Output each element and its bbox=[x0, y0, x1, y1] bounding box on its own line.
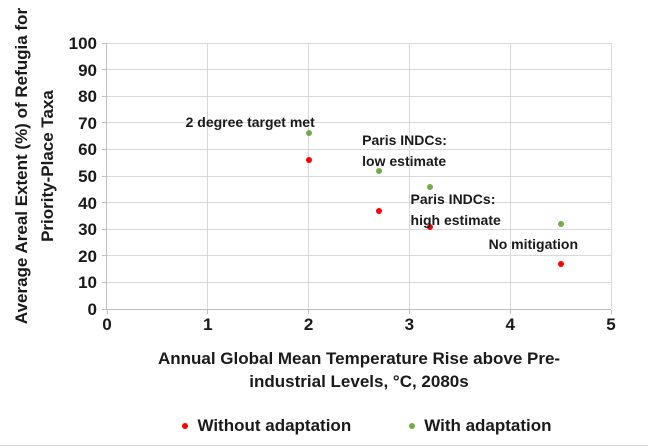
y-axis-tick bbox=[102, 95, 106, 97]
y-axis-tick bbox=[102, 308, 106, 310]
y-axis-tick bbox=[102, 69, 106, 71]
horizontal-gridline bbox=[107, 228, 611, 230]
vertical-gridline bbox=[207, 43, 209, 309]
y-tick-label: 0 bbox=[87, 300, 97, 319]
y-tick-label: 70 bbox=[78, 113, 97, 133]
x-tick-label: 0 bbox=[102, 315, 112, 334]
annotation-label: 2 degree target met bbox=[185, 114, 315, 131]
horizontal-gridline bbox=[107, 175, 611, 177]
vertical-gridline bbox=[610, 43, 612, 309]
y-tick-label: 40 bbox=[78, 193, 97, 213]
vertical-gridline bbox=[408, 43, 410, 309]
horizontal-gridline bbox=[107, 42, 611, 44]
x-axis-tick bbox=[408, 310, 410, 314]
x-tick-label: 2 bbox=[303, 315, 314, 334]
data-point-without-adaptation bbox=[557, 260, 564, 267]
red-dot-icon bbox=[182, 423, 189, 429]
x-tick-label: 4 bbox=[505, 315, 515, 334]
x-tick-label: 1 bbox=[203, 315, 213, 334]
y-axis-line bbox=[106, 43, 107, 309]
data-point-with-adaptation bbox=[426, 183, 433, 190]
y-tick-label: 60 bbox=[78, 140, 97, 160]
data-point-without-adaptation bbox=[426, 223, 433, 230]
x-axis-tick bbox=[106, 310, 108, 314]
horizontal-gridline bbox=[107, 202, 611, 204]
legend-item-with-adaptation: With adaptation bbox=[409, 416, 552, 436]
x-axis-title: Annual Global Mean Temperature Rise abov… bbox=[107, 347, 611, 393]
horizontal-gridline bbox=[107, 69, 611, 71]
legend-item-without-adaptation: Without adaptation bbox=[182, 416, 351, 436]
y-axis-tick bbox=[102, 255, 106, 257]
data-point-without-adaptation bbox=[305, 157, 312, 164]
x-axis-title-line-2: industrial Levels, °C, 2080s bbox=[249, 372, 469, 391]
horizontal-gridline bbox=[107, 148, 611, 150]
vertical-gridline bbox=[509, 43, 511, 309]
x-tick-label: 5 bbox=[606, 315, 616, 334]
annotation-label: No mitigation bbox=[488, 235, 579, 252]
y-axis-tick bbox=[102, 122, 106, 124]
x-axis-title-line-1: Annual Global Mean Temperature Rise abov… bbox=[157, 349, 561, 368]
y-tick-label: 100 bbox=[68, 34, 97, 53]
data-point-with-adaptation bbox=[376, 167, 383, 174]
horizontal-gridline bbox=[107, 255, 611, 257]
y-axis-tick bbox=[102, 42, 106, 44]
y-tick-label: 50 bbox=[78, 167, 97, 186]
y-tick-label: 80 bbox=[78, 87, 97, 107]
data-point-without-adaptation bbox=[376, 207, 383, 214]
x-axis-tick bbox=[207, 310, 209, 314]
horizontal-gridline bbox=[107, 281, 611, 283]
x-axis-tick bbox=[610, 310, 612, 314]
y-axis-tick bbox=[102, 281, 106, 283]
x-axis-tick bbox=[308, 310, 310, 314]
annotation-label: Paris INDCs: high estimate bbox=[410, 190, 501, 228]
x-axis-line bbox=[106, 309, 611, 310]
legend: Without adaptation With adaptation bbox=[107, 413, 627, 439]
y-tick-label: 20 bbox=[78, 246, 97, 266]
y-tick-label: 30 bbox=[78, 220, 97, 240]
data-point-with-adaptation bbox=[305, 130, 312, 137]
annotation-label: Paris INDCs: low estimate bbox=[362, 131, 447, 169]
x-axis-tick bbox=[509, 310, 511, 314]
legend-label: Without adaptation bbox=[197, 416, 352, 435]
vertical-gridline bbox=[308, 43, 310, 309]
y-axis-tick bbox=[102, 228, 106, 230]
green-dot-icon bbox=[409, 423, 416, 429]
data-point-with-adaptation bbox=[557, 220, 564, 227]
horizontal-gridline bbox=[107, 122, 611, 124]
legend-label: With adaptation bbox=[424, 416, 552, 435]
y-axis-tick bbox=[102, 148, 106, 150]
horizontal-gridline bbox=[107, 95, 611, 97]
y-axis-tick bbox=[102, 175, 106, 177]
x-tick-label: 3 bbox=[404, 315, 415, 334]
y-tick-label: 90 bbox=[78, 60, 97, 80]
y-axis-tick bbox=[102, 202, 106, 204]
y-tick-label: 10 bbox=[78, 273, 97, 293]
